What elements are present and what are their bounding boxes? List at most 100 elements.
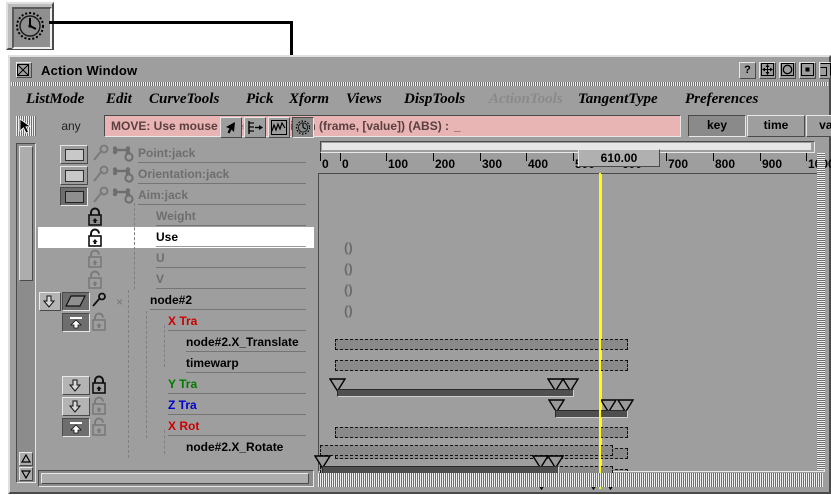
menu-preferences[interactable]: Preferences bbox=[685, 91, 759, 107]
tree-row-use[interactable]: Use bbox=[38, 227, 314, 248]
tab-key[interactable]: key bbox=[688, 115, 746, 137]
timeline-graph-area[interactable]: () () () () bbox=[318, 173, 825, 472]
lock-open-icon[interactable] bbox=[86, 270, 104, 289]
keyframe-marker[interactable] bbox=[531, 455, 550, 474]
help-button[interactable]: ? bbox=[739, 62, 756, 79]
tree-row-point-jack[interactable]: Point:jack bbox=[38, 143, 314, 164]
tree-row-label: Weight bbox=[156, 209, 196, 223]
tree-row-x-rotate[interactable]: node#2.X_Rotate bbox=[38, 437, 314, 458]
tree-scroll-thumb[interactable] bbox=[19, 146, 33, 281]
lock-open-icon[interactable] bbox=[86, 249, 104, 268]
collapse-arrow-icon[interactable] bbox=[62, 376, 90, 395]
graph-horizontal-scrollbar[interactable] bbox=[318, 473, 823, 487]
pin-icon[interactable] bbox=[90, 186, 110, 206]
prompt-bar[interactable]: MOVE: Use mouse or enter position (frame… bbox=[104, 115, 681, 137]
menu-disptools[interactable]: DispTools bbox=[404, 91, 466, 107]
menu-edit[interactable]: Edit bbox=[106, 91, 132, 107]
pin-small-icon[interactable] bbox=[90, 291, 108, 310]
tree-row-aim-jack[interactable]: Aim:jack bbox=[38, 185, 314, 206]
channel-box-icon[interactable] bbox=[60, 145, 88, 164]
pick-mode-handle[interactable] bbox=[16, 116, 36, 136]
menu-tangenttype[interactable]: TangentType bbox=[578, 91, 658, 107]
timeline-ruler[interactable]: 0 0 100 200 300 400 500 600 700 800 900 … bbox=[318, 149, 831, 173]
channel-box-icon[interactable] bbox=[60, 187, 88, 206]
tab-value[interactable]: value bbox=[806, 115, 831, 137]
expand-arrow-icon[interactable] bbox=[62, 313, 90, 332]
window-menu-button[interactable] bbox=[16, 62, 32, 78]
menu-curvetools[interactable]: CurveTools bbox=[149, 91, 220, 107]
keyframe-marker[interactable] bbox=[561, 378, 580, 397]
collapse-arrow-icon[interactable] bbox=[39, 292, 61, 311]
channel-box-icon[interactable] bbox=[60, 166, 88, 185]
lock-open-icon[interactable] bbox=[90, 396, 108, 415]
menu-views[interactable]: Views bbox=[346, 91, 382, 107]
tree-row-orientation-jack[interactable]: Orientation:jack bbox=[38, 164, 314, 185]
channel-active-bar[interactable] bbox=[337, 389, 574, 397]
move-button[interactable] bbox=[759, 62, 776, 79]
lock-open-icon[interactable] bbox=[90, 417, 108, 436]
curve-graph-tool[interactable] bbox=[268, 117, 290, 138]
keyframe-marker[interactable] bbox=[616, 399, 635, 418]
tree-row-weight[interactable]: Weight bbox=[38, 206, 314, 227]
timeline-range-thumb[interactable] bbox=[322, 143, 811, 150]
tick-label: 100 bbox=[388, 157, 409, 171]
playhead-line[interactable] bbox=[599, 173, 601, 489]
tree-horizontal-scrollbar[interactable] bbox=[38, 470, 314, 487]
channel-range-bar[interactable] bbox=[335, 339, 628, 350]
time-clock-tool[interactable] bbox=[292, 117, 314, 138]
tree-row-timewarp[interactable]: timewarp bbox=[38, 353, 314, 374]
bone-icon[interactable] bbox=[112, 165, 136, 185]
tree-row-x-tra[interactable]: X Tra bbox=[38, 311, 314, 332]
lock-open-icon[interactable] bbox=[90, 312, 108, 331]
keyframe-marker[interactable] bbox=[547, 399, 566, 418]
menu-listmode[interactable]: ListMode bbox=[26, 91, 85, 107]
menu-xform[interactable]: Xform bbox=[289, 91, 330, 107]
menu-pick[interactable]: Pick bbox=[246, 91, 274, 107]
key-shift-tool[interactable] bbox=[244, 117, 266, 138]
keyframe-marker[interactable] bbox=[546, 455, 565, 474]
tree-row-u[interactable]: U bbox=[38, 248, 314, 269]
tree-row-x-rot[interactable]: X Rot bbox=[38, 416, 314, 437]
tick-label: 800 bbox=[715, 157, 736, 171]
select-arrow-tool[interactable] bbox=[220, 117, 242, 138]
tree-row-v[interactable]: V bbox=[38, 269, 314, 290]
channel-range-bar[interactable] bbox=[335, 427, 628, 438]
bone-icon[interactable] bbox=[112, 144, 136, 164]
timeline-range-scrollbar[interactable] bbox=[320, 141, 815, 153]
tree-row-node2[interactable]: × node#2 bbox=[38, 290, 314, 311]
lock-closed-icon[interactable] bbox=[90, 375, 108, 394]
lock-open-icon[interactable] bbox=[86, 228, 104, 247]
bone-icon[interactable] bbox=[112, 186, 136, 206]
keyframe-marker[interactable] bbox=[313, 455, 332, 474]
keyframe-marker[interactable] bbox=[599, 399, 618, 418]
tree-row-x-translate[interactable]: node#2.X_Translate bbox=[38, 332, 314, 353]
pin-icon[interactable] bbox=[90, 144, 110, 164]
tree-row-z-tra[interactable]: Z Tra bbox=[38, 395, 314, 416]
channel-active-bar[interactable] bbox=[555, 410, 628, 418]
node-shape-icon[interactable] bbox=[62, 292, 90, 311]
current-time-field[interactable]: 610.00 bbox=[578, 149, 660, 167]
channel-range-bar[interactable] bbox=[335, 360, 628, 371]
restore-button[interactable] bbox=[779, 62, 796, 79]
tab-time[interactable]: time bbox=[747, 115, 805, 137]
pin-icon[interactable] bbox=[90, 165, 110, 185]
lock-closed-icon[interactable] bbox=[86, 207, 104, 226]
keyframe-marker[interactable] bbox=[328, 378, 347, 397]
expand-arrow-icon[interactable] bbox=[62, 418, 90, 437]
playhead-line[interactable] bbox=[600, 174, 602, 471]
x-mark-icon[interactable]: × bbox=[116, 295, 124, 309]
maximize-button[interactable] bbox=[819, 62, 831, 79]
maximize-icon bbox=[820, 63, 831, 76]
tree-row-label: V bbox=[156, 272, 165, 286]
tree-hscroll-thumb[interactable] bbox=[41, 473, 309, 484]
collapse-arrow-icon[interactable] bbox=[62, 397, 90, 416]
tree-row-y-tra[interactable]: Y Tra bbox=[38, 374, 314, 395]
tree-vertical-scrollbar[interactable] bbox=[16, 143, 36, 483]
pick-filter-label[interactable]: any bbox=[38, 116, 104, 136]
tree-scroll-down-button[interactable] bbox=[19, 467, 33, 481]
graph-vertical-scrollbar[interactable] bbox=[817, 153, 825, 470]
minimize-button[interactable] bbox=[799, 62, 816, 79]
keyframe-marker[interactable] bbox=[546, 378, 565, 397]
channel-range-bar[interactable] bbox=[320, 445, 613, 456]
tree-scroll-up-button[interactable] bbox=[19, 452, 33, 466]
